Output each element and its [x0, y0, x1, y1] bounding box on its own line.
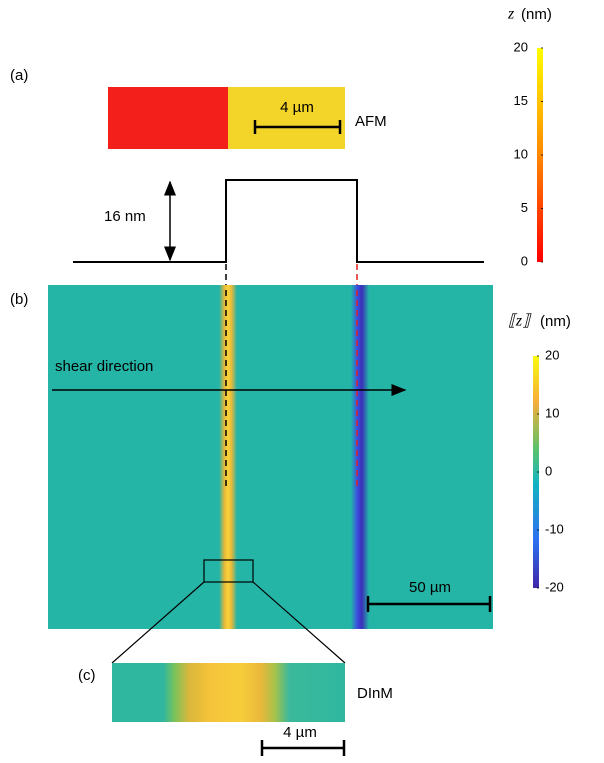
scale-bar — [262, 740, 344, 756]
panel-label: (b) — [10, 291, 28, 308]
tick-label: -10 — [545, 521, 564, 536]
scale-label: 4 µm — [280, 99, 314, 116]
panel-label: (c) — [78, 667, 96, 684]
tick-label: 10 — [514, 146, 528, 161]
tick-label: 5 — [521, 200, 528, 215]
afm-image — [228, 87, 345, 149]
panel-label: (a) — [10, 67, 28, 84]
step-label: 16 nm — [104, 208, 146, 225]
colorbar-symbol: z — [507, 6, 515, 23]
tick-label: 0 — [521, 253, 528, 268]
scale-label: 50 µm — [409, 579, 451, 596]
tick-label: 20 — [545, 347, 559, 362]
tick-label: 10 — [545, 405, 559, 420]
tick-label: -20 — [545, 579, 564, 594]
stripe — [219, 285, 237, 629]
colorbar-unit: (nm) — [521, 6, 552, 23]
afm-image — [108, 87, 228, 149]
stripe — [351, 285, 369, 629]
figure: (a) 4 µm AFM 16 nm (b) shear direction 5… — [0, 0, 604, 763]
colorbar-symbol: ⟦z⟧ — [508, 313, 532, 330]
colorbar-unit: (nm) — [540, 313, 571, 330]
scale-label: 4 µm — [283, 724, 317, 741]
dinm-image — [48, 285, 493, 629]
zoom-image — [112, 663, 345, 722]
tick-label: 15 — [514, 93, 528, 108]
tick-label: 20 — [514, 39, 528, 54]
dinm-label: DInM — [357, 685, 393, 702]
tick-label: 0 — [545, 463, 552, 478]
afm-label: AFM — [355, 113, 387, 130]
shear-label: shear direction — [55, 358, 153, 375]
